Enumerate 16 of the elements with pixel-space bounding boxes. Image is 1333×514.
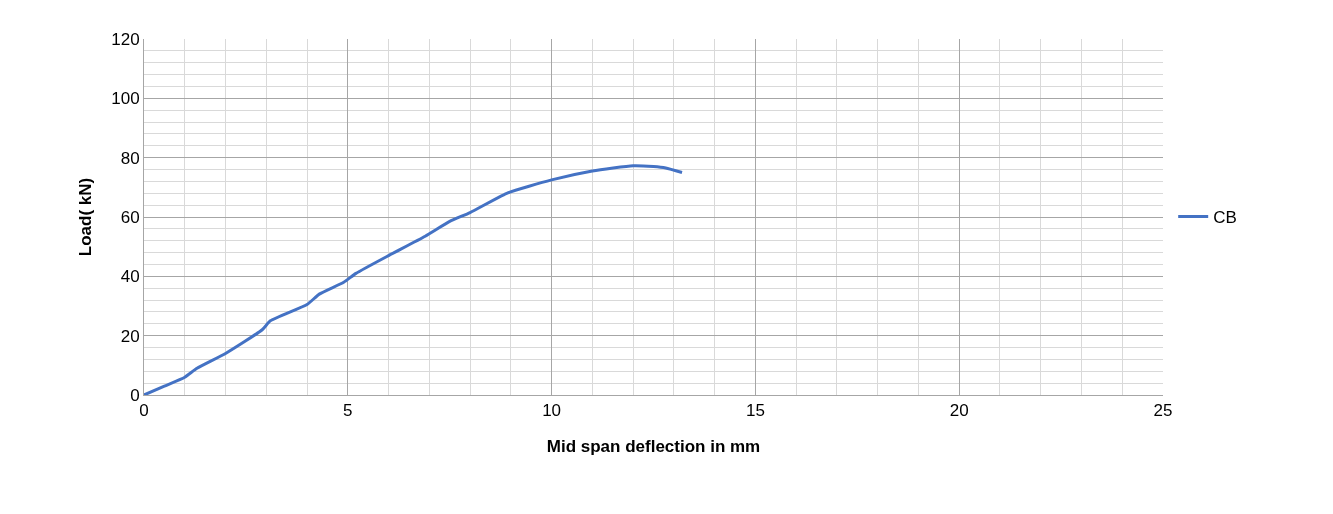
y-tick-label: 20 <box>120 326 140 346</box>
legend-label: CB <box>1213 208 1237 228</box>
line-series <box>144 164 684 395</box>
x-tick-label: 15 <box>745 401 765 421</box>
x-tick-label: 25 <box>1153 401 1173 421</box>
x-tick-label: 5 <box>343 401 353 421</box>
y-tick-label: 120 <box>111 29 140 49</box>
x-axis-title: Mid span deflection in mm <box>546 436 761 456</box>
y-tick-label: 40 <box>120 267 140 287</box>
x-tick-label: 20 <box>949 401 969 421</box>
y-tick-label: 100 <box>111 89 140 109</box>
y-tick-label: 0 <box>130 385 140 405</box>
y-axis-title: Load( kN) <box>75 177 95 257</box>
y-tick-label: 60 <box>120 207 140 227</box>
y-tick-label: 80 <box>120 148 140 168</box>
x-tick-label: 10 <box>542 401 562 421</box>
